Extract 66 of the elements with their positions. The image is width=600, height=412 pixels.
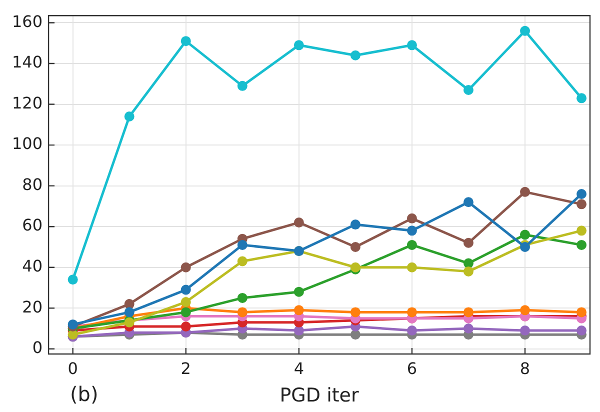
point [520, 230, 530, 240]
text: (b) [70, 382, 98, 406]
x-tick-label: 2 [180, 358, 191, 378]
point [406, 40, 417, 50]
point [294, 305, 304, 316]
point [237, 240, 248, 250]
point [237, 80, 248, 91]
y-tick-label: 160 [12, 12, 43, 31]
point [68, 274, 78, 285]
point [463, 85, 474, 96]
y-tick-label: 120 [12, 93, 43, 112]
point [576, 307, 587, 318]
point [237, 256, 248, 266]
point [463, 266, 474, 276]
y-tick-label: 60 [22, 216, 43, 235]
point [463, 307, 474, 318]
point [294, 326, 304, 336]
point [180, 262, 191, 272]
point [124, 307, 134, 318]
point [520, 326, 530, 336]
y-tick-label: 100 [12, 134, 43, 154]
point [180, 297, 191, 308]
y-tick-label: 20 [22, 297, 43, 316]
point [520, 186, 530, 197]
y-tick-label: 80 [22, 174, 43, 194]
point [237, 292, 248, 303]
x-axis-title: PGD iter [280, 384, 359, 407]
point [406, 213, 417, 224]
point [576, 93, 587, 104]
x-tick-label: 0 [68, 358, 78, 378]
point [576, 226, 587, 236]
point [294, 218, 304, 228]
point [463, 238, 474, 248]
point [294, 40, 304, 50]
point [124, 112, 134, 122]
point [350, 242, 360, 252]
point [406, 262, 417, 272]
point [463, 197, 474, 208]
point [576, 188, 587, 199]
x-tick-label: 6 [406, 358, 418, 378]
point [406, 307, 417, 318]
y-tick-label: 40 [22, 256, 43, 276]
point [520, 26, 530, 36]
point [350, 220, 360, 230]
x-tick-label: 8 [520, 358, 530, 378]
point [406, 226, 417, 236]
x-tick-label: 4 [294, 358, 304, 378]
point [350, 307, 360, 318]
point [180, 284, 191, 295]
point [406, 240, 417, 250]
point [124, 299, 134, 310]
point [463, 324, 474, 334]
point [406, 326, 417, 336]
y-tick-label: 0 [32, 338, 43, 358]
point [180, 36, 191, 46]
point [180, 321, 191, 332]
point [520, 305, 530, 316]
point [576, 326, 587, 336]
point [237, 307, 248, 318]
point [576, 199, 587, 210]
point [294, 286, 304, 297]
point [576, 240, 587, 250]
point [350, 50, 360, 60]
point [350, 330, 360, 340]
point [180, 307, 191, 318]
y-tick-label: 140 [12, 52, 43, 72]
